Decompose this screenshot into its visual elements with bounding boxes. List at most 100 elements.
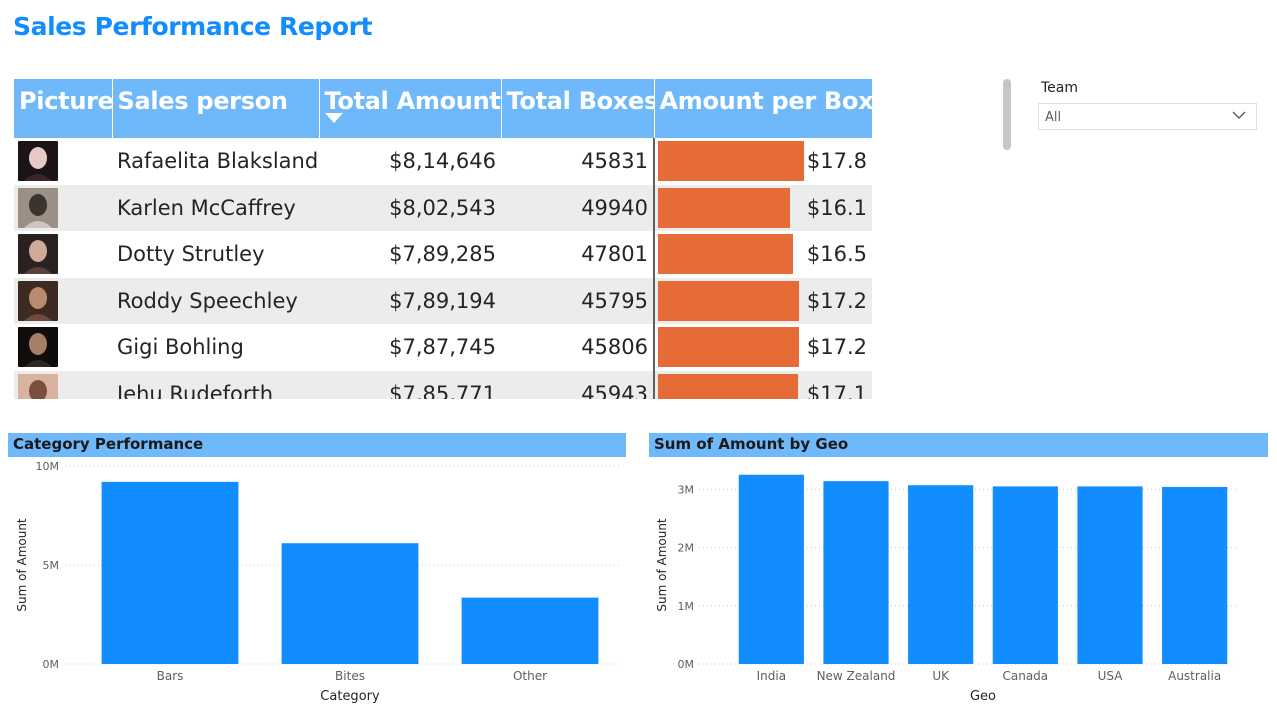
amount-per-box-value: $17.1 <box>806 381 867 400</box>
x-tick-label: Australia <box>1168 669 1221 683</box>
total-boxes-cell: 49940 <box>501 184 654 231</box>
x-tick-label: UK <box>932 669 950 683</box>
y-tick-label: 1M <box>678 600 695 613</box>
table-row[interactable]: Jehu Rudeforth $7,85,771 45943 $17.1 <box>14 370 872 400</box>
amount-per-box-cell: $17.1 <box>653 370 872 400</box>
vertical-scrollbar[interactable] <box>1003 79 1011 150</box>
y-tick-label: 3M <box>678 483 695 496</box>
picture-cell <box>14 370 112 399</box>
y-tick-label: 0M <box>678 658 695 671</box>
sales-person-cell: Roddy Speechley <box>112 277 319 324</box>
total-boxes-cell: 47801 <box>581 242 648 267</box>
geo-chart-title: Sum of Amount by Geo <box>649 433 1268 457</box>
column-header-total-boxes[interactable]: Total Boxes <box>500 79 654 138</box>
table-row[interactable]: Dotty Strutley $7,89,285 47801 $16.5 <box>14 231 872 278</box>
bar-bites[interactable] <box>281 543 419 664</box>
picture-cell <box>14 231 112 278</box>
report-title: Sales Performance Report <box>13 12 373 41</box>
column-header-picture[interactable]: Picture <box>14 79 112 138</box>
table-row[interactable]: Karlen McCaffrey $8,02,543 49940 $16.1 <box>14 184 872 231</box>
total-boxes-cell: 45806 <box>581 335 648 360</box>
bar-india[interactable] <box>738 474 804 664</box>
total-boxes-cell: 45831 <box>581 149 648 174</box>
amount-per-box-cell: $17.8 <box>653 138 872 185</box>
x-tick-label: USA <box>1098 669 1124 683</box>
picture-cell <box>14 324 112 371</box>
amount-per-box-bar <box>658 280 800 321</box>
amount-per-box-bar <box>658 141 804 181</box>
x-tick-label: Bars <box>157 669 184 683</box>
x-axis-title: Geo <box>970 689 996 704</box>
avatar <box>18 234 58 275</box>
total-amount-cell: $7,89,194 <box>319 277 501 324</box>
avatar <box>18 373 58 399</box>
picture-cell <box>14 184 112 231</box>
total-amount-cell: $7,85,771 <box>319 370 501 399</box>
table-row[interactable]: Gigi Bohling $7,87,745 45806 $17.2 <box>14 324 872 371</box>
amount-per-box-bar <box>658 373 799 399</box>
y-tick-label: 5M <box>43 559 60 572</box>
y-axis-title: Sum of Amount <box>15 518 29 612</box>
total-boxes-cell: 45943 <box>501 370 654 399</box>
column-header-sales-person[interactable]: Sales person <box>111 79 319 138</box>
avatar <box>18 280 58 321</box>
sales-person-cell: Jehu Rudeforth <box>112 370 319 399</box>
table-header-row: Picture Sales person Total Amount Total … <box>14 79 872 138</box>
bar-uk[interactable] <box>908 485 974 664</box>
y-tick-label: 0M <box>43 658 60 671</box>
sales-person-cell: Karlen McCaffrey <box>112 184 319 231</box>
sales-person-cell: Gigi Bohling <box>117 335 244 360</box>
chevron-down-icon <box>1232 111 1246 119</box>
avatar <box>18 141 58 182</box>
avatar <box>18 327 58 368</box>
sort-descending-icon[interactable] <box>325 113 343 123</box>
sales-person-cell: Rafaelita Blaksland <box>117 149 319 174</box>
amount-per-box-bar <box>658 187 791 228</box>
total-amount-cell: $8,02,543 <box>319 184 501 231</box>
amount-per-box-cell: $17.2 <box>653 277 872 324</box>
amount-per-box-value: $17.8 <box>806 149 867 173</box>
picture-cell <box>14 277 112 324</box>
team-slicer-value: All <box>1045 110 1062 125</box>
picture-cell <box>14 138 112 185</box>
category-performance-chart[interactable]: 0M 5M 10M Bars Bites Other Category Sum of Amou… <box>8 457 628 715</box>
column-header-amount-per-box[interactable]: Amount per Box <box>653 79 872 138</box>
bar-usa[interactable] <box>1077 486 1143 664</box>
bar-bars[interactable] <box>101 481 239 664</box>
table-row[interactable]: Roddy Speechley $7,89,194 45795 $17.2 <box>14 277 872 324</box>
amount-per-box-bar <box>658 327 800 367</box>
bar-australia[interactable] <box>1162 486 1228 664</box>
avatar <box>18 187 58 228</box>
amount-per-box-bar <box>658 234 794 274</box>
geo-amount-chart[interactable]: 0M 1M 2M 3M India New Zealand UK Canada USA Austr… <box>649 457 1269 715</box>
bar-new-zealand[interactable] <box>823 481 889 664</box>
category-chart-title: Category Performance <box>8 433 626 457</box>
y-axis-title: Sum of Amount <box>655 518 669 612</box>
sales-person-cell: Dotty Strutley <box>117 242 265 267</box>
total-amount-cell: $8,14,646 <box>389 149 496 174</box>
x-tick-label: New Zealand <box>817 669 896 683</box>
column-header-total-amount[interactable]: Total Amount <box>318 79 501 138</box>
amount-per-box-value: $16.1 <box>806 195 867 220</box>
total-amount-cell: $7,87,745 <box>389 335 496 360</box>
sales-table[interactable]: Picture Sales person Total Amount Total … <box>14 79 872 399</box>
team-slicer-dropdown[interactable]: All <box>1038 103 1257 130</box>
table-row[interactable]: Rafaelita Blaksland $8,14,646 45831 $17.8 <box>14 138 872 185</box>
amount-per-box-value: $17.2 <box>806 335 867 359</box>
x-tick-label: Bites <box>335 669 365 683</box>
amount-per-box-cell: $16.5 <box>653 231 872 278</box>
amount-per-box-cell: $17.2 <box>653 324 872 371</box>
x-tick-label: India <box>757 669 786 683</box>
bar-canada[interactable] <box>992 486 1058 664</box>
total-boxes-cell: 45795 <box>501 277 654 324</box>
x-tick-label: Canada <box>1002 669 1048 683</box>
amount-per-box-cell: $16.1 <box>653 184 872 231</box>
y-tick-label: 10M <box>36 460 60 473</box>
total-amount-cell: $7,89,285 <box>389 242 496 267</box>
y-tick-label: 2M <box>678 542 695 555</box>
bar-other[interactable] <box>461 597 599 664</box>
amount-per-box-value: $17.2 <box>806 288 867 313</box>
x-axis-title: Category <box>320 689 380 704</box>
x-tick-label: Other <box>513 669 547 683</box>
team-slicer-label: Team <box>1041 80 1079 96</box>
